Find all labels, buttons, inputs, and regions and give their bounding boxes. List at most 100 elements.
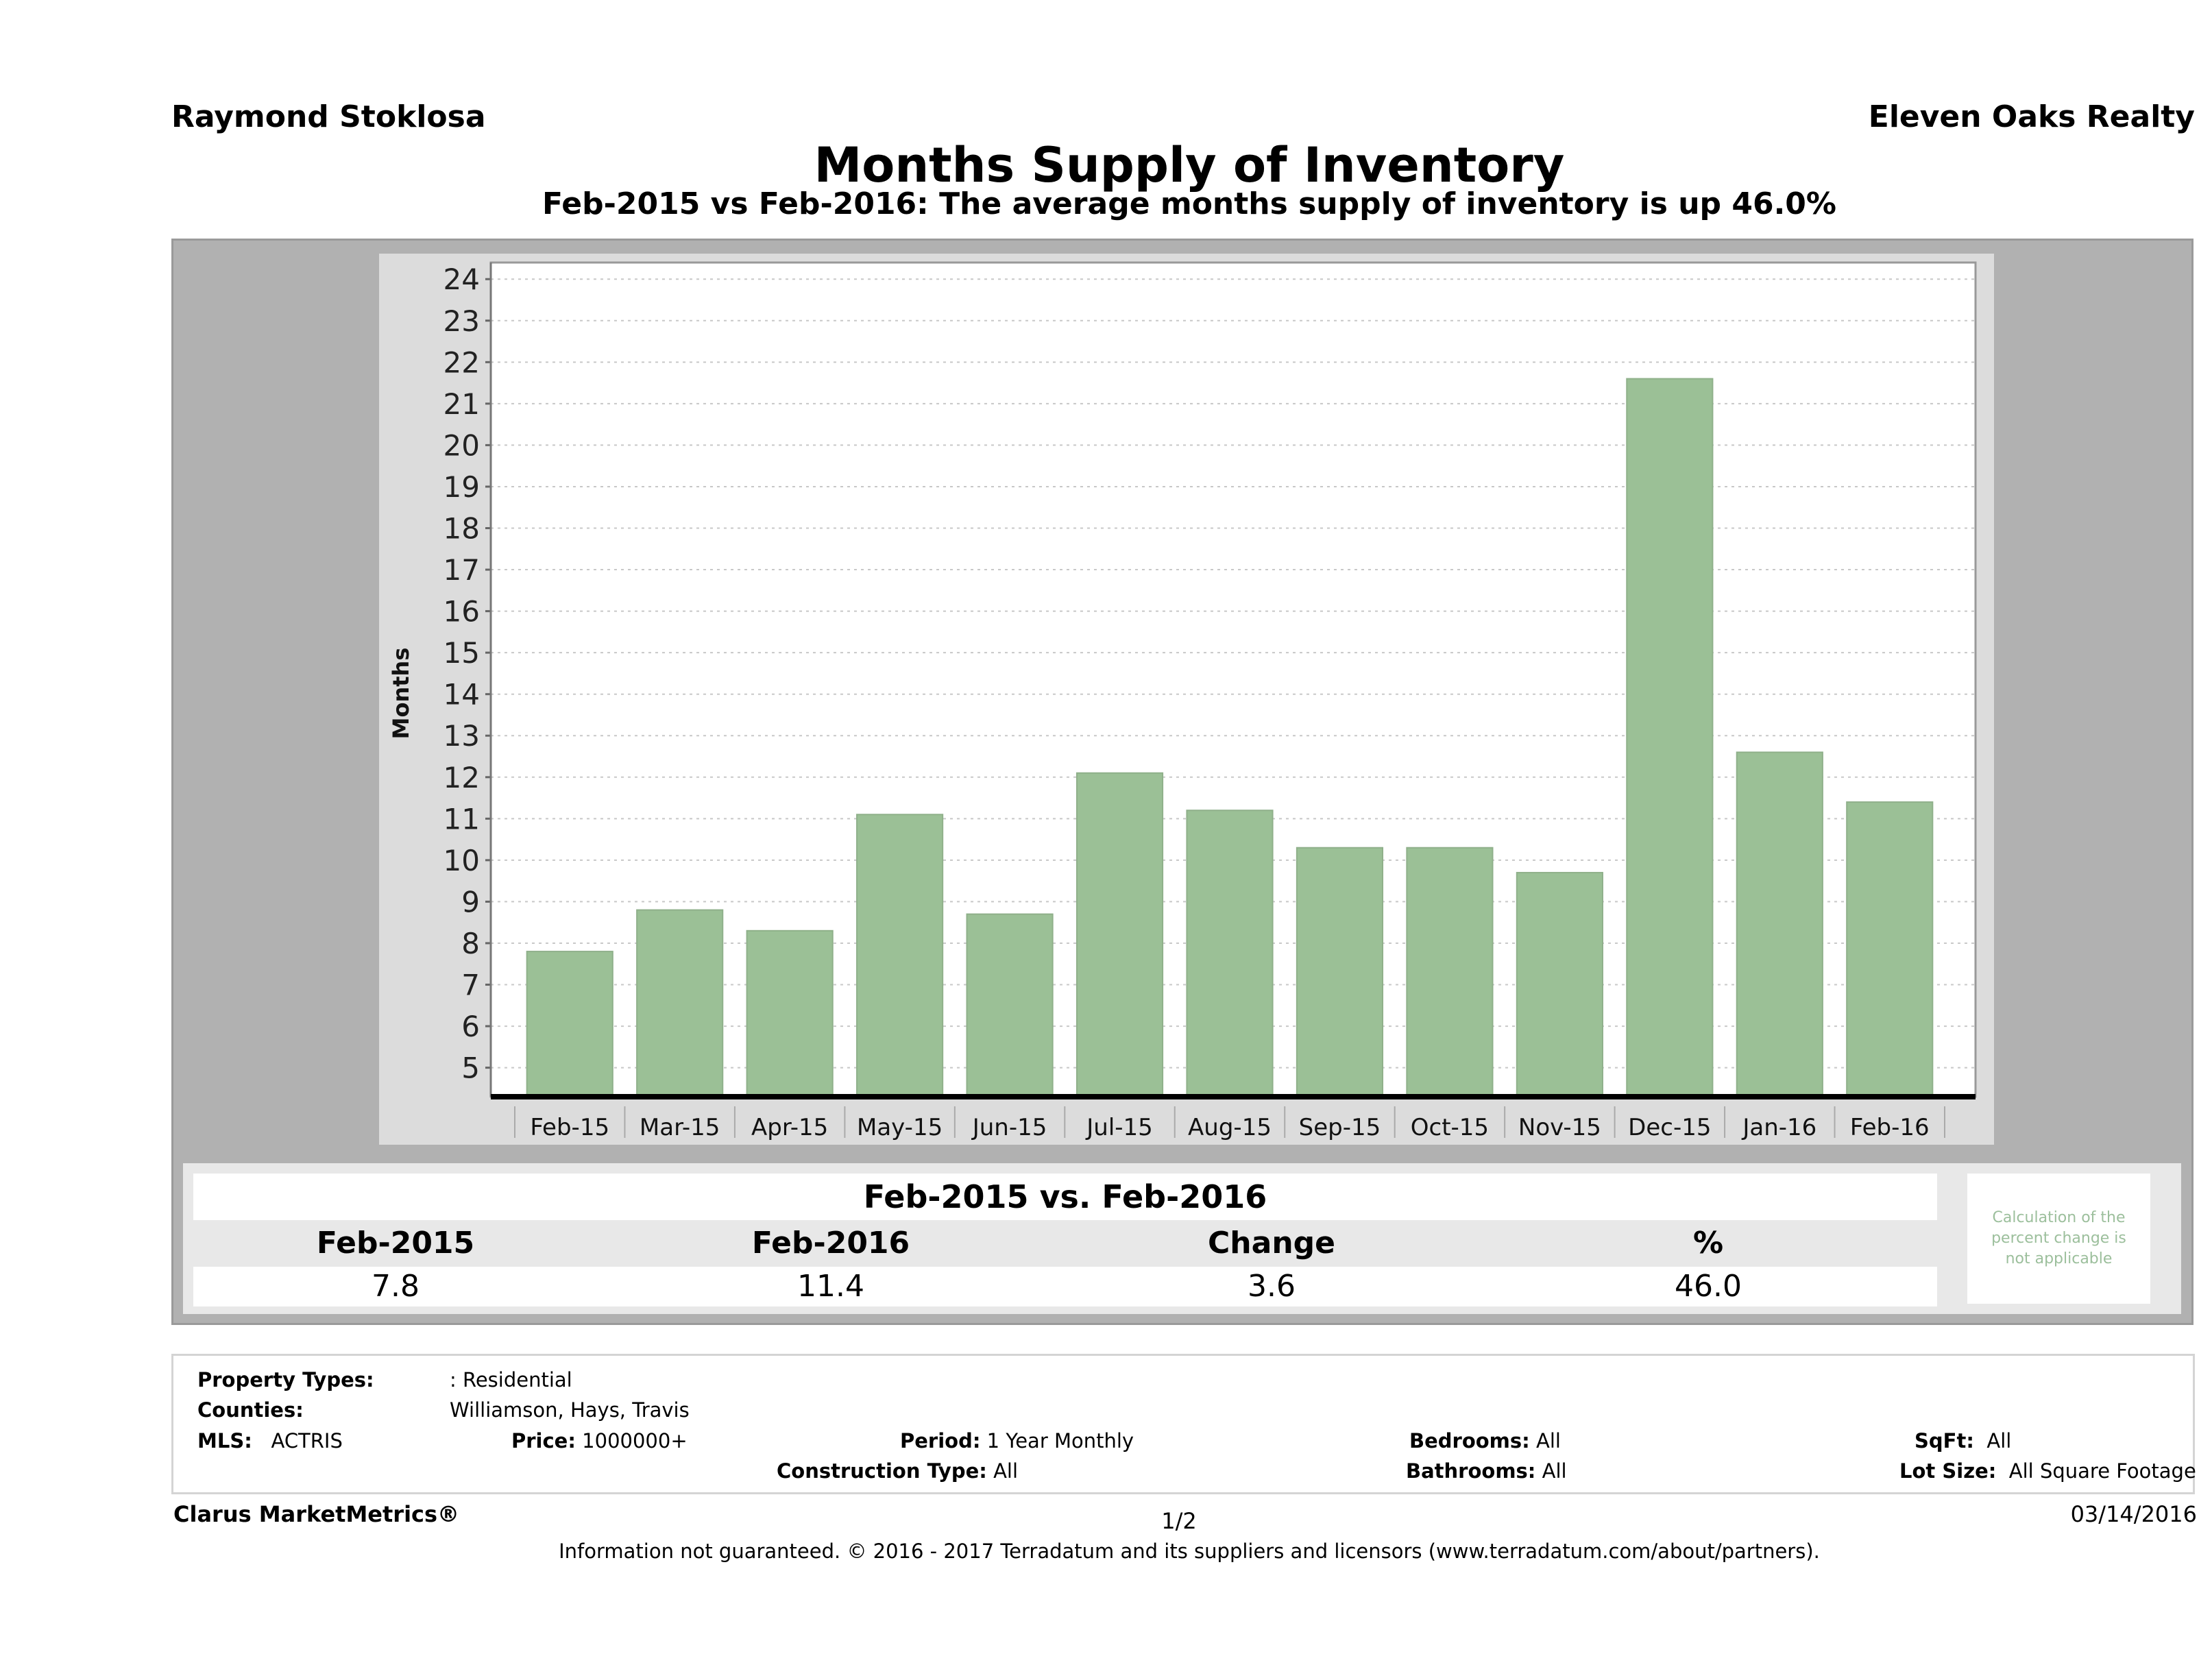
mls-field: MLS: ACTRIS (197, 1429, 343, 1452)
y-axis-label: Months (388, 648, 414, 740)
label: Bedrooms: (1409, 1429, 1530, 1452)
y-tick-label: 21 (443, 387, 480, 421)
bar-feb-15 (526, 951, 613, 1098)
x-tick-label: Feb-15 (530, 1114, 609, 1141)
bar-sep-15 (1296, 847, 1384, 1097)
y-tick-label: 14 (443, 678, 480, 712)
label: Price: (511, 1429, 576, 1452)
value: All Square Footage (2008, 1459, 2196, 1483)
x-tick-label: Sep-15 (1299, 1114, 1381, 1141)
x-tick-label: Dec-15 (1628, 1114, 1711, 1141)
y-tick-label: 7 (461, 969, 480, 1002)
company-name: Eleven Oaks Realty (1868, 99, 2195, 134)
bar-jun-15 (966, 913, 1054, 1097)
x-tick-label: Feb-16 (1850, 1114, 1930, 1141)
bar-oct-15 (1406, 847, 1494, 1097)
bar-aug-15 (1186, 810, 1274, 1097)
label: Lot Size: (1899, 1459, 1997, 1483)
bar-jul-15 (1075, 772, 1164, 1097)
bar-dec-15 (1626, 378, 1714, 1097)
value: 1 Year Monthly (986, 1429, 1134, 1452)
construction-type-field: Construction Type: All (777, 1459, 1018, 1483)
y-tick-label: 8 (461, 927, 480, 960)
x-tick-label: Oct-15 (1411, 1114, 1489, 1141)
chart-panel: 5 6 7 8 9 10 11 12 13 14 15 16 17 18 19 20 21 22 23 24 Month… (379, 254, 1994, 1145)
value-cell: 11.4 (797, 1269, 864, 1304)
value: All (1986, 1429, 2012, 1452)
x-tick-label: Jan-16 (1741, 1114, 1816, 1141)
y-tick-label: 15 (443, 636, 480, 670)
value-cell: 3.6 (1248, 1269, 1296, 1304)
label: SqFt: (1915, 1429, 1974, 1452)
label: MLS: (197, 1429, 252, 1452)
report-subtitle: Feb-2015 vs Feb-2016: The average months… (542, 186, 1836, 221)
disclaimer: Information not guaranteed. © 2016 - 201… (559, 1540, 1820, 1563)
criteria-box: Property Types: : Residential Counties: … (171, 1354, 2196, 1494)
comparison-value-row: 7.8 11.4 3.6 46.0 (193, 1267, 1937, 1306)
y-tick-label: 9 (461, 885, 480, 919)
header-cell: Change (1208, 1226, 1335, 1261)
header-cell: Feb-2015 (316, 1226, 475, 1261)
label: Counties: (197, 1398, 304, 1422)
agent-name: Raymond Stoklosa (171, 99, 486, 134)
value: ACTRIS (271, 1429, 343, 1452)
bar-may-15 (856, 814, 944, 1098)
x-tick-label: Jul-15 (1085, 1114, 1153, 1141)
page-number: 1/2 (1161, 1508, 1197, 1534)
value-cell: 7.8 (372, 1269, 420, 1304)
y-tick-label: 10 (443, 844, 480, 877)
period-field: Period: 1 Year Monthly (900, 1429, 1134, 1452)
comparison-table: Feb-2015 vs. Feb-2016 Feb-2015 Feb-2016 … (183, 1163, 2181, 1314)
label: Property Types: (197, 1368, 374, 1391)
value: 1000000+ (582, 1429, 688, 1452)
y-tick-label: 16 (443, 595, 480, 629)
x-tick-label: Aug-15 (1188, 1114, 1272, 1141)
comparison-header-row: Feb-2015 Feb-2016 Change % (193, 1220, 1937, 1267)
value: All (993, 1459, 1019, 1483)
value-cell: 46.0 (1675, 1269, 1742, 1304)
y-tick-label: 6 (461, 1010, 480, 1043)
percent-change-note: Calculation of the percent change is not… (1967, 1174, 2150, 1304)
counties-value: Williamson, Hays, Travis (450, 1398, 690, 1422)
y-tick-label: 11 (443, 802, 480, 836)
property-types-label: Property Types: (197, 1368, 374, 1391)
bar-feb-16 (1846, 801, 1934, 1097)
bar-apr-15 (746, 929, 834, 1098)
y-tick-label: 24 (443, 263, 480, 296)
x-tick-label: Nov-15 (1518, 1114, 1601, 1141)
header-cell: Feb-2016 (751, 1226, 910, 1261)
note-text: Calculation of the percent change is not… (1991, 1209, 2126, 1267)
y-tick-label: 17 (443, 553, 480, 587)
y-tick-label: 5 (461, 1051, 480, 1085)
price-field: Price: 1000000+ (511, 1429, 688, 1452)
y-tick-label: 19 (443, 470, 480, 504)
y-tick-label: 18 (443, 512, 480, 546)
brand-name: Clarus MarketMetrics® (173, 1501, 460, 1527)
header-cell: % (1692, 1226, 1724, 1261)
comparison-title: Feb-2015 vs. Feb-2016 (193, 1174, 1937, 1220)
lot-size-field: Lot Size: All Square Footage (1899, 1459, 2196, 1483)
report-title: Months Supply of Inventory (814, 137, 1565, 193)
label: Period: (900, 1429, 981, 1452)
value: All (1535, 1429, 1561, 1452)
bar-jan-16 (1736, 751, 1823, 1097)
x-tick-label: Apr-15 (751, 1114, 828, 1141)
report-date: 03/14/2016 (2070, 1501, 2197, 1527)
bar-nov-15 (1516, 872, 1603, 1098)
label: Construction Type: (777, 1459, 987, 1483)
bar-chart: 5 6 7 8 9 10 11 12 13 14 15 16 17 18 19 20 21 22 23 24 Month… (388, 261, 1977, 1141)
y-tick-label: 23 (443, 304, 480, 338)
x-tick-label: Mar-15 (640, 1114, 720, 1141)
y-tick-label: 20 (443, 428, 480, 462)
value: All (1542, 1459, 1567, 1483)
counties-label: Counties: (197, 1398, 304, 1422)
y-tick-label: 13 (443, 719, 480, 753)
sqft-field: SqFt: All (1915, 1429, 2011, 1452)
bedrooms-field: Bedrooms: All (1409, 1429, 1561, 1452)
property-types-value: : Residential (450, 1368, 572, 1391)
y-tick-label: 12 (443, 761, 480, 794)
bar-mar-15 (636, 909, 724, 1097)
bathrooms-field: Bathrooms: All (1406, 1459, 1567, 1483)
label: Bathrooms: (1406, 1459, 1536, 1483)
y-tick-label: 22 (443, 345, 480, 379)
